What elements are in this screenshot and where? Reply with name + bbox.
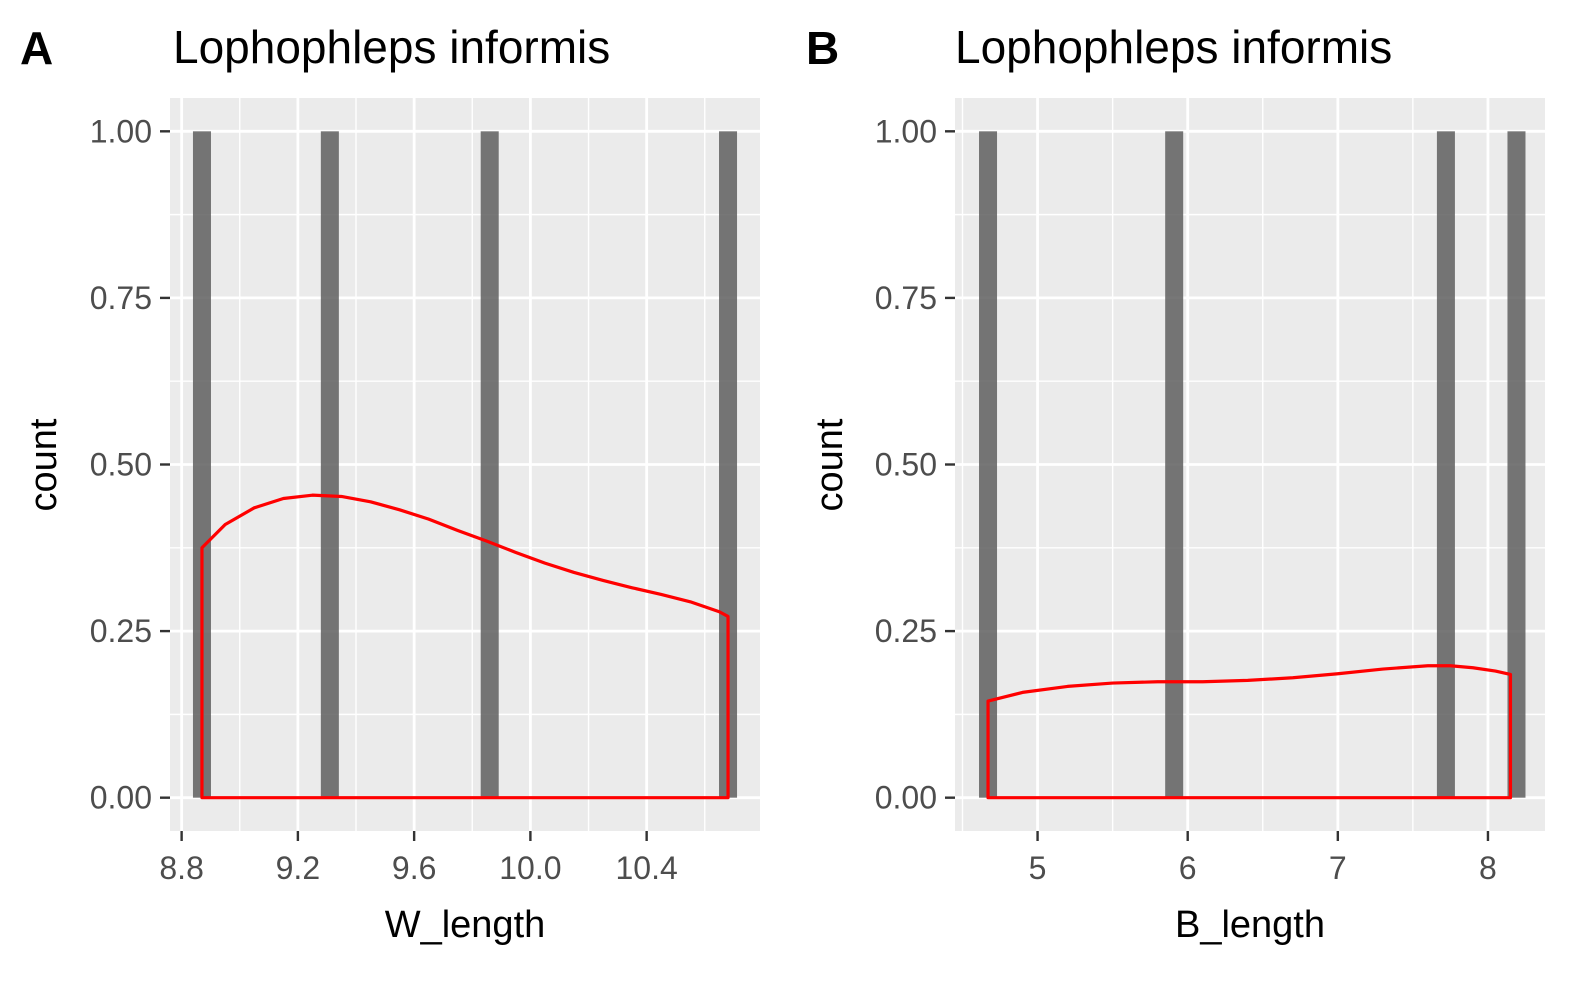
panel-a: A Lophophleps informis 0.00 0.25 0.50 0.75 1… bbox=[20, 21, 760, 946]
panel-a-bar-1 bbox=[192, 131, 211, 798]
y-tick-label: 1.00 bbox=[90, 113, 152, 149]
y-tick-label: 0.75 bbox=[90, 280, 152, 316]
panel-b-bar-4 bbox=[1507, 131, 1526, 798]
x-tick-label: 8 bbox=[1479, 850, 1497, 886]
x-tick-label: 5 bbox=[1029, 850, 1047, 886]
panel-b-title: Lophophleps informis bbox=[955, 21, 1392, 73]
x-tick-label: 7 bbox=[1329, 850, 1347, 886]
panel-a-x-axis-title: W_length bbox=[385, 904, 546, 946]
panel-b-tag: B bbox=[806, 22, 839, 74]
panel-b-bar-3 bbox=[1436, 131, 1455, 798]
panel-b-bar-1 bbox=[979, 131, 998, 798]
panel-b-bars bbox=[979, 131, 1526, 798]
panel-a-title: Lophophleps informis bbox=[173, 21, 610, 73]
panel-b-bar-2 bbox=[1165, 131, 1184, 798]
x-tick-label: 10.0 bbox=[499, 850, 561, 886]
y-tick-label: 0.75 bbox=[875, 280, 937, 316]
panel-a-y-axis-title: count bbox=[23, 418, 65, 511]
y-tick-label: 0.00 bbox=[875, 780, 937, 816]
x-tick-label: 9.2 bbox=[276, 850, 320, 886]
panel-a-bar-3 bbox=[480, 131, 499, 798]
panel-b-y-ticks: 0.00 0.25 0.50 0.75 1.00 bbox=[875, 113, 955, 816]
panel-a-x-ticks: 8.8 9.2 9.6 10.0 10.4 bbox=[159, 831, 678, 886]
x-tick-label: 8.8 bbox=[159, 850, 203, 886]
y-tick-label: 1.00 bbox=[875, 113, 937, 149]
y-tick-label: 0.50 bbox=[875, 447, 937, 483]
x-tick-label: 6 bbox=[1179, 850, 1197, 886]
panel-a-tag: A bbox=[20, 22, 53, 74]
panel-b: B Lophophleps informis 0.00 0.25 0.50 0.75 1… bbox=[806, 21, 1545, 946]
x-tick-label: 10.4 bbox=[616, 850, 678, 886]
x-tick-label: 9.6 bbox=[392, 850, 436, 886]
panel-b-density-curve bbox=[986, 664, 1513, 800]
y-tick-label: 0.00 bbox=[90, 780, 152, 816]
panel-a-bar-2 bbox=[320, 131, 339, 798]
panel-a-density-curve bbox=[200, 493, 730, 800]
panel-a-bar-4 bbox=[719, 131, 738, 798]
panel-b-y-axis-title: count bbox=[809, 418, 851, 511]
panel-b-x-axis-title: B_length bbox=[1175, 904, 1325, 946]
y-tick-label: 0.50 bbox=[90, 447, 152, 483]
panel-b-x-ticks: 5 6 7 8 bbox=[1029, 831, 1497, 886]
panel-a-y-ticks: 0.00 0.25 0.50 0.75 1.00 bbox=[90, 113, 170, 816]
y-tick-label: 0.25 bbox=[875, 613, 937, 649]
panel-a-bars bbox=[192, 131, 738, 798]
y-tick-label: 0.25 bbox=[90, 613, 152, 649]
